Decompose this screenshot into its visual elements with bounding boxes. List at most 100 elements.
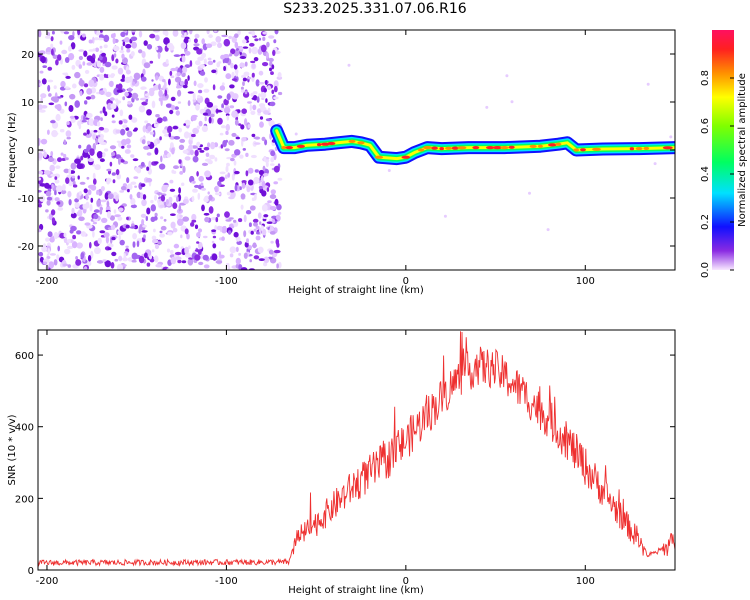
noise-blob [387,169,391,172]
noise-blob [117,67,124,75]
noise-blob [135,97,139,101]
noise-blob [197,192,201,200]
noise-blob [145,216,148,221]
noise-blob [67,264,72,268]
noise-blob [167,231,173,236]
noise-blob [191,219,197,223]
noise-blob [57,54,62,61]
y-tick-label: 600 [15,351,34,362]
noise-blob [669,135,673,139]
noise-blob [150,204,156,212]
noise-blob [39,109,46,113]
noise-blob [109,145,117,150]
noise-blob [163,150,168,156]
x-tick-label: 0 [403,576,409,587]
noise-blob [223,66,227,71]
noise-blob [94,247,101,255]
noise-blob [173,54,181,57]
noise-blob [153,30,160,33]
noise-blob [225,165,229,173]
noise-blob [41,78,47,85]
noise-blob [175,256,182,261]
spectrogram-y-axis-label: Frequency (Hz) [7,112,18,188]
noise-blob [123,119,128,124]
noise-blob [258,37,262,41]
noise-blob [150,199,154,204]
noise-blob [168,132,172,138]
noise-blob [230,48,236,55]
noise-blob [276,263,279,269]
noise-blob [116,140,121,143]
noise-blob [107,74,111,78]
noise-blob [269,61,273,67]
noise-blob [82,33,86,38]
noise-blob [270,163,275,166]
noise-blob [207,60,214,66]
noise-blob [246,238,249,244]
noise-blob [239,62,245,68]
noise-blob [225,123,230,132]
noise-blob [248,222,252,227]
noise-blob [71,207,75,214]
noise-blob [262,165,266,172]
noise-blob [65,177,70,185]
noise-blob [653,162,657,166]
noise-blob [215,36,222,43]
noise-blob [275,215,281,221]
noise-blob [80,252,85,259]
noise-blob [200,182,204,187]
noise-blob [143,234,146,239]
noise-blob [241,180,247,183]
noise-blob [211,240,215,244]
noise-blob [240,204,244,210]
noise-blob [252,95,258,101]
noise-blob [260,104,266,112]
noise-blob [68,45,72,52]
noise-blob [265,118,272,122]
noise-blob [76,242,83,249]
noise-blob [160,98,163,107]
noise-blob [277,177,283,181]
noise-blob [99,45,103,49]
noise-blob [130,181,137,185]
noise-blob [86,88,93,95]
noise-blob [55,59,59,66]
noise-blob [117,230,122,235]
noise-blob [276,76,283,80]
noise-blob [40,97,43,103]
noise-blob [113,209,117,214]
noise-blob [212,235,217,239]
noise-blob [177,89,182,97]
noise-blob [63,232,67,238]
noise-blob [237,109,241,113]
noise-blob [162,30,167,35]
noise-blob [170,75,175,78]
noise-blob [214,185,218,193]
noise-blob [112,37,116,44]
noise-blob [64,157,69,161]
noise-blob [197,83,204,89]
noise-blob [110,33,115,39]
noise-blob [96,121,101,127]
noise-blob [199,70,206,76]
noise-blob [178,204,182,212]
noise-blob [198,89,203,94]
noise-blob [74,202,80,208]
noise-blob [115,195,119,202]
noise-blob [67,245,74,250]
noise-blob [505,74,509,78]
noise-blob [215,260,223,264]
noise-blob [80,231,87,237]
y-tick-label: -10 [18,194,34,205]
noise-blob [75,259,82,266]
noise-blob [271,218,276,224]
noise-blob [225,130,229,135]
noise-blob [251,133,256,138]
noise-blob [50,43,54,49]
noise-blob [255,79,260,87]
noise-blob [249,259,252,263]
noise-blob [258,185,263,190]
noise-blob [243,252,248,259]
noise-blob [250,230,254,235]
